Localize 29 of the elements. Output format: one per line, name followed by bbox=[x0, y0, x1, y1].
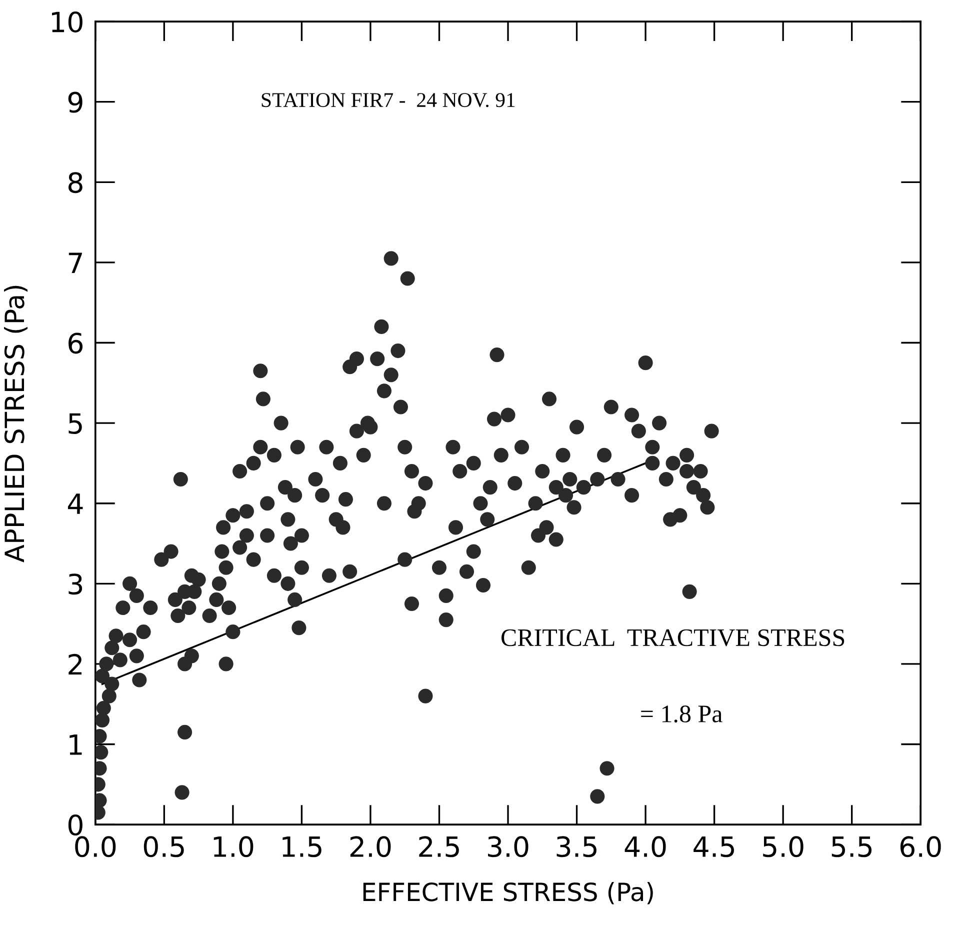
annotation: STATION FIR7 - 24 NOV. 91 bbox=[262, 93, 515, 108]
y-tick-label: 7 bbox=[68, 252, 82, 274]
y-axis-title: APPLIED STRESS (Pa) bbox=[4, 286, 28, 562]
x-tick-label: 2.0 bbox=[350, 836, 391, 858]
y-tick-label: 0 bbox=[68, 814, 82, 836]
y-tick-label: 8 bbox=[68, 172, 82, 194]
x-tick-label: 5.0 bbox=[763, 836, 804, 858]
y-tick-label: 2 bbox=[68, 654, 82, 675]
x-tick-label: 4.5 bbox=[694, 836, 734, 858]
x-tick-label: 6.0 bbox=[900, 836, 941, 858]
x-tick-label: 0.0 bbox=[75, 836, 116, 858]
annotation: = 1.8 Pa bbox=[641, 706, 722, 723]
x-tick-label: 3.0 bbox=[488, 836, 528, 858]
x-tick-label: 4.0 bbox=[624, 836, 666, 858]
y-tick-label: 1 bbox=[70, 734, 82, 755]
y-tick-label: 9 bbox=[68, 92, 82, 113]
y-tick-label: 5 bbox=[68, 413, 82, 434]
x-axis-title: EFFECTIVE STRESS (Pa) bbox=[363, 882, 653, 904]
x-tick-label: 0.5 bbox=[144, 836, 184, 858]
x-tick-label: 5.5 bbox=[832, 836, 872, 858]
x-tick-label: 3.5 bbox=[556, 836, 596, 858]
y-tick-label: 4 bbox=[68, 494, 83, 514]
x-tick-label: 2.5 bbox=[419, 836, 459, 858]
annotation: CRITICAL TRACTIVE STRESS bbox=[501, 629, 844, 646]
y-tick-label: 10 bbox=[52, 11, 82, 32]
y-tick-label: 3 bbox=[68, 574, 82, 595]
y-tick-label: 6 bbox=[68, 332, 83, 354]
x-tick-label: 1.5 bbox=[282, 836, 322, 858]
x-tick-label: 1.0 bbox=[214, 836, 254, 858]
